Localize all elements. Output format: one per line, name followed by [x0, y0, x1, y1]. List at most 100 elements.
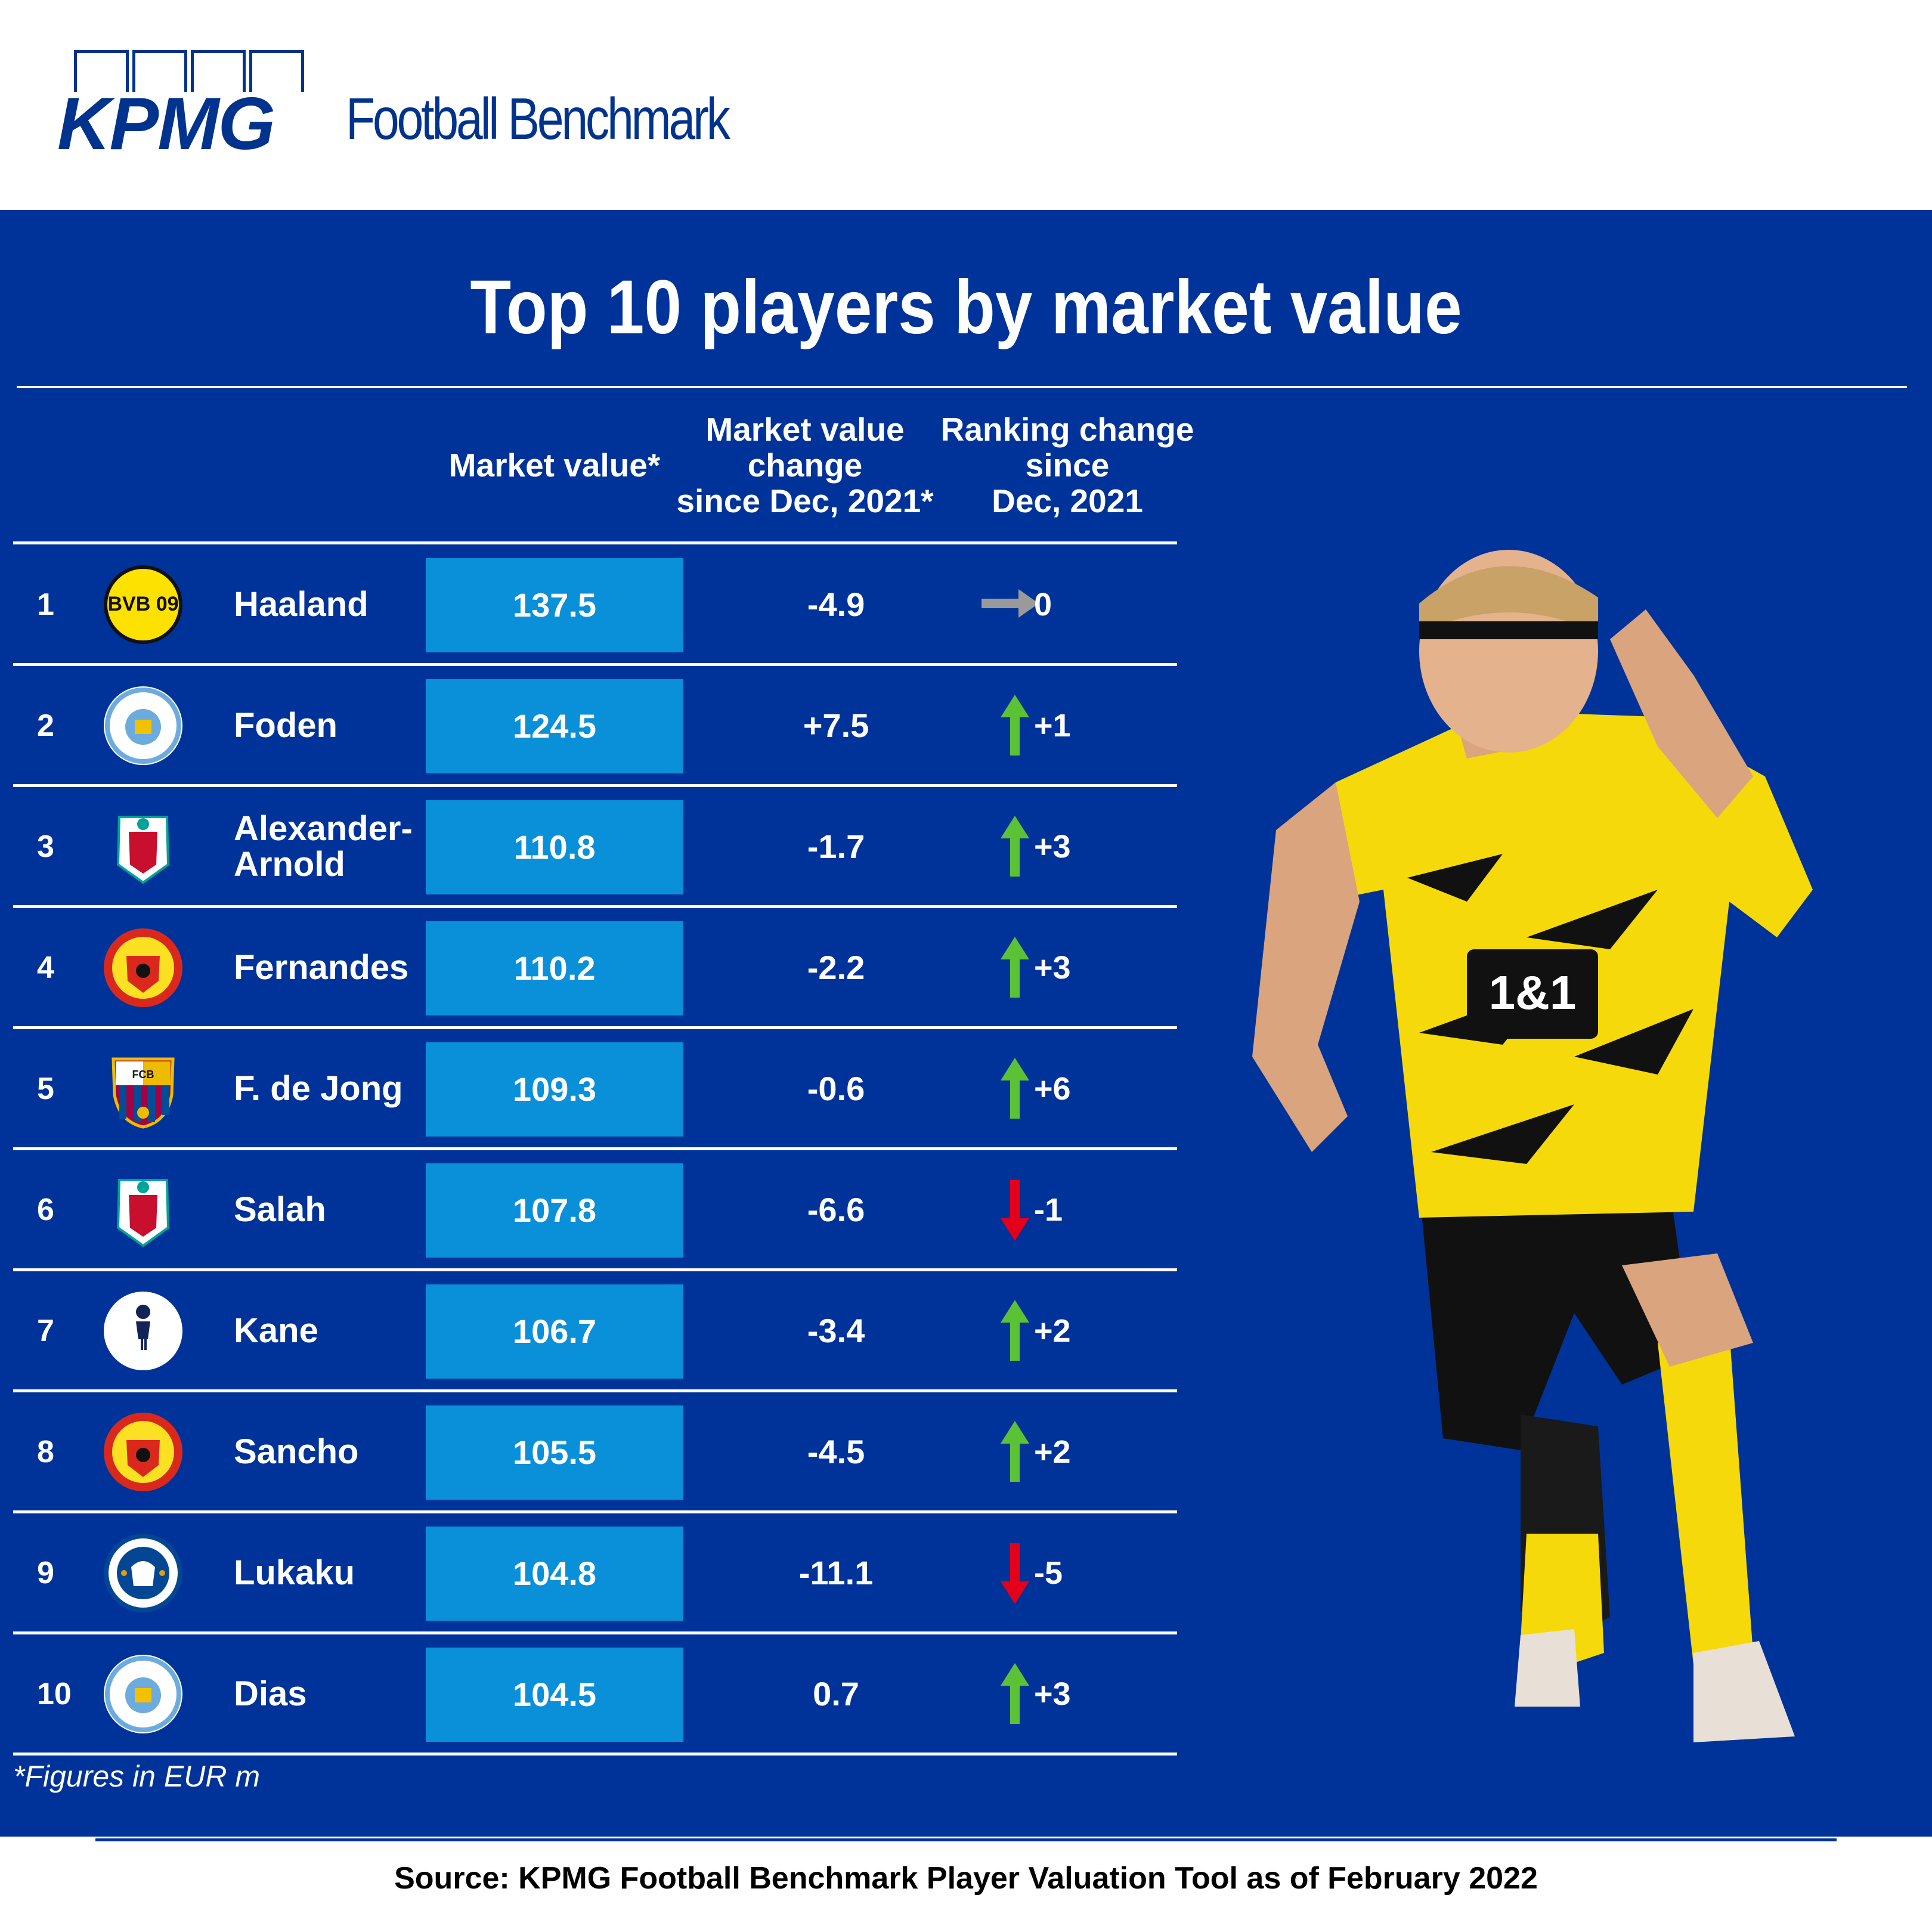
rank-cell: 9	[37, 1556, 54, 1590]
arrow-up-icon	[1001, 937, 1029, 998]
club-crest-icon	[104, 1534, 182, 1612]
player-name: Dias	[234, 1674, 307, 1713]
player-name: Fernandes	[234, 948, 409, 987]
ranking-change: +2	[1034, 1313, 1071, 1349]
market-value-change: 0.7	[813, 1675, 859, 1713]
table-row: 4 Fernandes 110.2 -2.2 +3	[13, 908, 1177, 1029]
arrow-right-icon	[982, 589, 1039, 618]
table-row: 9 Lukaku 104.8 -11.1 -5	[13, 1513, 1177, 1634]
rank-cell: 4	[37, 950, 54, 985]
club-crest-icon: FCB	[112, 1057, 175, 1129]
row-divider	[13, 1753, 1177, 1755]
rank-cell: 8	[37, 1435, 54, 1469]
rank-cell: 1	[37, 587, 54, 622]
source-note: Source: KPMG Football Benchmark Player V…	[394, 1861, 1538, 1896]
main-panel: Top 10 players by market value Market va…	[0, 210, 1932, 1837]
market-value-box	[426, 1648, 683, 1742]
market-value-box	[426, 1284, 683, 1379]
market-value-box	[426, 1405, 683, 1500]
club-crest-icon	[104, 928, 182, 1007]
market-value: 104.8	[512, 1555, 597, 1592]
market-value: 124.5	[512, 707, 597, 745]
crest-label: BVB 09	[107, 593, 178, 615]
market-value-change: -0.6	[807, 1070, 865, 1107]
row-divider	[13, 663, 1177, 666]
kpmg-logo: KPMG	[57, 50, 308, 161]
player-name: Salah	[234, 1190, 326, 1229]
player-name: Lukaku	[234, 1553, 355, 1592]
arrow-up-icon	[1001, 695, 1029, 756]
svg-text:1&1: 1&1	[1489, 966, 1577, 1019]
club-crest-icon: BVB 09	[104, 565, 182, 644]
rank-cell: 2	[37, 708, 54, 743]
arrow-down-icon	[1001, 1180, 1029, 1241]
market-value-box	[426, 1163, 683, 1258]
brand-subtitle: Football Benchmark	[346, 86, 730, 151]
market-value-change: -6.6	[807, 1191, 865, 1228]
header-market-value: Market value*	[448, 447, 661, 484]
table-row: 8 Sancho 105.5 -4.5 +2	[13, 1392, 1177, 1513]
arrow-up-icon	[1001, 1663, 1029, 1724]
club-crest-icon	[116, 1179, 170, 1247]
market-value-change: +7.5	[803, 707, 869, 744]
crest-label: FCB	[132, 1069, 154, 1080]
player-name: Kane	[234, 1311, 318, 1350]
player-name: Sancho	[234, 1432, 359, 1471]
ranking-change: 0	[1034, 587, 1052, 623]
row-divider	[13, 1510, 1177, 1513]
table-row: 3 Alexander- Arnold 110.8 -1.7 +3	[13, 787, 1177, 908]
kpmg-logo-boxes	[74, 50, 306, 92]
club-crest-icon	[104, 1655, 182, 1733]
row-divider	[13, 784, 1177, 787]
row-divider	[13, 905, 1177, 908]
player-name: Foden	[234, 706, 338, 745]
market-value: 104.5	[512, 1676, 597, 1713]
club-crest-icon	[104, 1292, 182, 1370]
market-value: 107.8	[512, 1191, 597, 1229]
player-name: Haaland	[234, 585, 369, 624]
market-value-box	[426, 1042, 683, 1137]
table-row: 7 Kane 106.7 -3.4 +2	[13, 1271, 1177, 1392]
market-value: 110.8	[513, 828, 596, 866]
title-divider	[17, 386, 1907, 388]
market-value-box	[426, 558, 683, 652]
ranking-change: +3	[1034, 950, 1071, 986]
ranking-change: +2	[1034, 1434, 1071, 1470]
row-divider	[13, 1389, 1177, 1392]
arrow-up-icon	[1001, 1300, 1029, 1361]
player-name: F. de Jong	[234, 1069, 403, 1108]
table-row: 1 BVB 09 Haaland 137.5 -4.9 0	[13, 545, 1177, 666]
arrow-down-icon	[1001, 1543, 1029, 1604]
ranking-change: +3	[1034, 829, 1071, 865]
ranking-change: +6	[1034, 1071, 1071, 1107]
market-value-change: -4.9	[807, 586, 865, 623]
header-ranking-change: Ranking change since Dec, 2021	[940, 411, 1194, 519]
rank-cell: 7	[37, 1314, 54, 1348]
market-value: 110.2	[513, 949, 596, 987]
market-value-box	[426, 800, 683, 894]
table-row: 5 FCB F. de Jong 109.3 -0.6 +6	[13, 1029, 1177, 1150]
market-value: 137.5	[512, 586, 597, 624]
row-divider	[13, 1147, 1177, 1150]
rank-cell: 6	[37, 1193, 54, 1227]
ranking-change: +3	[1034, 1676, 1071, 1712]
market-value-box	[426, 921, 683, 1015]
market-value: 106.7	[512, 1312, 597, 1350]
market-value-box	[426, 1527, 683, 1621]
arrow-up-icon	[1001, 816, 1029, 877]
market-value-change: -11.1	[798, 1554, 874, 1592]
market-value-change: -2.2	[807, 949, 865, 986]
rank-cell: 5	[37, 1072, 54, 1106]
rank-cell: 3	[37, 829, 54, 864]
club-crest-icon	[116, 816, 170, 884]
rank-cell: 10	[37, 1677, 72, 1711]
row-divider	[13, 1631, 1177, 1634]
market-value: 105.5	[512, 1433, 597, 1471]
arrow-up-icon	[1001, 1058, 1029, 1119]
ranking-change: -5	[1034, 1555, 1063, 1591]
footnote: *Figures in EUR m	[13, 1760, 260, 1793]
ranking-change: +1	[1034, 708, 1071, 744]
arrow-up-icon	[1001, 1421, 1029, 1482]
club-crest-icon	[104, 686, 182, 765]
market-value-change: -3.4	[807, 1312, 865, 1349]
